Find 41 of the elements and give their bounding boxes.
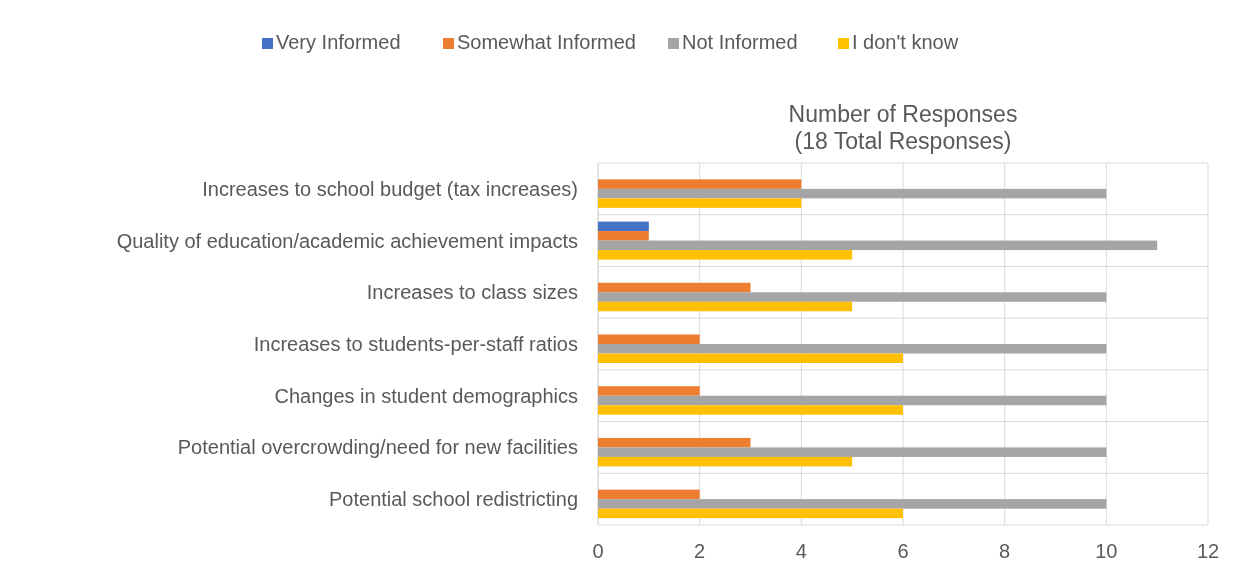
bar bbox=[598, 437, 751, 448]
bar bbox=[598, 250, 853, 260]
x-tick-label: 6 bbox=[897, 540, 909, 562]
bar bbox=[598, 282, 751, 293]
x-tick-label: 12 bbox=[1196, 540, 1220, 562]
bar bbox=[598, 240, 1158, 251]
bar bbox=[598, 334, 700, 344]
y-tick-label: Quality of education/academic achievement impacts bbox=[116, 229, 578, 252]
bar bbox=[598, 188, 1107, 199]
bar bbox=[598, 221, 649, 232]
bar bbox=[598, 292, 1107, 302]
bar bbox=[598, 489, 700, 500]
x-tick-label: 4 bbox=[795, 540, 807, 562]
x-tick-label: 10 bbox=[1095, 540, 1118, 562]
bar bbox=[598, 179, 802, 189]
bar bbox=[598, 499, 1107, 509]
legend-label: Somewhat Informed bbox=[457, 31, 636, 53]
bar bbox=[598, 386, 700, 396]
legend-label: Very Informed bbox=[276, 31, 401, 53]
legend-label: Not Informed bbox=[682, 31, 798, 53]
x-tick-label: 8 bbox=[999, 540, 1011, 562]
bar bbox=[598, 508, 903, 519]
y-tick-label: Changes in student demographics bbox=[274, 384, 578, 407]
x-tick-label: 0 bbox=[592, 540, 604, 562]
y-tick-label: Potential school redistricting bbox=[328, 488, 578, 511]
bar bbox=[598, 198, 802, 208]
chart-title: Number of Responses (18 Total Responses) bbox=[788, 101, 1018, 154]
bar bbox=[598, 231, 649, 241]
bar bbox=[598, 344, 1107, 354]
bar bbox=[598, 405, 903, 415]
bar bbox=[598, 353, 903, 363]
y-tick-label: Increases to students-per-staff ratios bbox=[253, 333, 578, 355]
bar bbox=[598, 301, 853, 312]
bar bbox=[598, 456, 853, 467]
y-tick-label: Potential overcrowding/need for new facilities bbox=[177, 436, 578, 459]
legend-label: I don't know bbox=[852, 31, 959, 53]
y-tick-label: Increases to school budget (tax increases) bbox=[202, 177, 578, 200]
bar bbox=[598, 447, 1107, 457]
bar bbox=[598, 395, 1107, 406]
x-tick-label: 2 bbox=[694, 540, 706, 562]
y-tick-label: Increases to class sizes bbox=[366, 281, 578, 304]
